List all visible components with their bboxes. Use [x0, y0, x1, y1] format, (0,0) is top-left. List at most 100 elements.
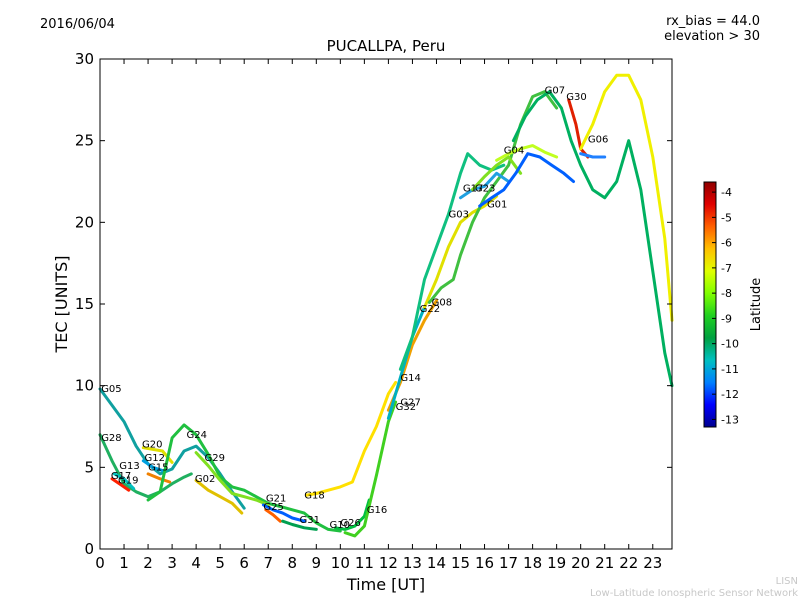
x-axis-label: Time [UT]: [346, 575, 425, 594]
x-tick-label: 5: [215, 554, 225, 572]
series-line-g07: [511, 90, 674, 388]
y-tick-label: 10: [75, 377, 94, 395]
prn-label: G06: [588, 134, 608, 145]
x-tick-label: 7: [263, 554, 273, 572]
series-line-g17: [459, 171, 511, 200]
footer-network-abbrev: LISN: [775, 576, 798, 587]
prn-label: G23: [475, 183, 495, 194]
prn-label: G17: [463, 183, 483, 194]
prn-label: G18: [304, 490, 324, 501]
series-line-g25: [264, 508, 282, 523]
series-line-g23: [471, 155, 523, 192]
prn-label: G01: [487, 200, 507, 211]
x-tick-label: 3: [167, 554, 177, 572]
series-line-g30: [567, 98, 590, 159]
y-tick-label: 15: [75, 295, 94, 313]
x-tick-label: 8: [287, 554, 297, 572]
colorbar-label: Latitude: [749, 278, 764, 332]
prn-label: G25: [263, 502, 283, 513]
x-tick-label: 21: [595, 554, 614, 572]
prn-label: G08: [432, 298, 452, 309]
series-line-g28: [98, 433, 193, 499]
series-line-g08: [427, 90, 559, 304]
x-tick-label: 6: [239, 554, 249, 572]
series-line-g02: [194, 478, 244, 515]
x-tick-label: 11: [355, 554, 374, 572]
series-line-g29: [194, 451, 270, 507]
prn-label: G26: [340, 518, 360, 529]
prn-label: G13: [119, 461, 139, 472]
series-group: [98, 73, 674, 538]
x-tick-label: 18: [523, 554, 542, 572]
series-line-g01: [478, 152, 575, 208]
prn-label: G12: [144, 453, 164, 464]
series-line-g04: [495, 144, 559, 162]
rx-bias-label: rx_bias = 44.0: [666, 14, 760, 29]
x-tick-label: 10: [331, 554, 350, 572]
prn-label: G03: [448, 209, 468, 220]
y-tick-label: 20: [75, 213, 94, 231]
prn-label: G29: [205, 453, 225, 464]
prn-label: G17: [111, 471, 131, 482]
prn-label: G28: [101, 433, 121, 444]
series-line-g06: [579, 152, 607, 159]
y-axis-label: TEC [UNITS]: [52, 256, 71, 354]
prn-label: G04: [504, 146, 524, 157]
x-tick-label: 14: [427, 554, 446, 572]
prn-label: G22: [420, 304, 440, 315]
x-tick-label: 9: [312, 554, 322, 572]
date-label: 2016/06/04: [40, 17, 115, 32]
prn-label: G20: [142, 440, 162, 451]
prn-label: G30: [566, 92, 586, 103]
y-tick-label: 5: [84, 458, 94, 476]
x-tick-label: 2: [143, 554, 153, 572]
colorbar-tick-label: -13: [721, 413, 739, 426]
prn-label: G14: [400, 373, 420, 384]
x-tick-label: 4: [191, 554, 201, 572]
series-line-g18: [305, 380, 398, 497]
series-line-g24: [146, 423, 342, 533]
series-line-g22: [423, 194, 499, 309]
colorbar-tick-label: -6: [721, 237, 732, 250]
colorbar-tick-label: -8: [721, 287, 732, 300]
x-tick-label: 12: [379, 554, 398, 572]
chart-title: PUCALLPA, Peru: [326, 37, 446, 55]
x-tick-label: 15: [451, 554, 470, 572]
elevation-label: elevation > 30: [664, 29, 760, 44]
x-tick-label: 23: [643, 554, 662, 572]
x-tick-label: 1: [119, 554, 129, 572]
prn-label: G24: [187, 430, 207, 441]
x-tick-label: 0: [95, 554, 105, 572]
prn-label: G05: [101, 384, 121, 395]
y-tick-label: 25: [75, 132, 94, 150]
x-tick-label: 20: [571, 554, 590, 572]
prn-label: G31: [299, 515, 319, 526]
series-line-g13: [112, 472, 136, 491]
x-tick-label: 19: [547, 554, 566, 572]
colorbar-tick-label: -12: [721, 388, 739, 401]
series-line-g10: [579, 73, 674, 322]
series-line-g21: [261, 503, 306, 523]
colorbar-tick-label: -11: [721, 363, 739, 376]
series-line-g31: [281, 519, 318, 531]
series-line-g15: [146, 472, 172, 484]
series-line-g19: [110, 477, 131, 492]
series-line-g05: [98, 387, 246, 510]
colorbar-tick-label: -9: [721, 312, 732, 325]
footer-network-name: Low-Latitude Ionospheric Sensor Network: [590, 588, 798, 599]
prn-label: G02: [195, 474, 215, 485]
prn-label: G15: [148, 463, 168, 474]
colorbar-tick-label: -10: [721, 338, 739, 351]
prn-label: G32: [396, 402, 416, 413]
x-tick-label: 13: [403, 554, 422, 572]
y-tick-label: 0: [84, 540, 94, 558]
prn-label: G10: [330, 520, 350, 531]
colorbar-tick-label: -5: [721, 211, 732, 224]
prn-label: G21: [266, 494, 286, 505]
x-tick-label: 16: [475, 554, 494, 572]
prn-label: G07: [545, 85, 565, 96]
prn-label: G19: [118, 476, 138, 487]
colorbar-tick-label: -7: [721, 262, 732, 275]
colorbar-tick-label: -4: [721, 186, 732, 199]
